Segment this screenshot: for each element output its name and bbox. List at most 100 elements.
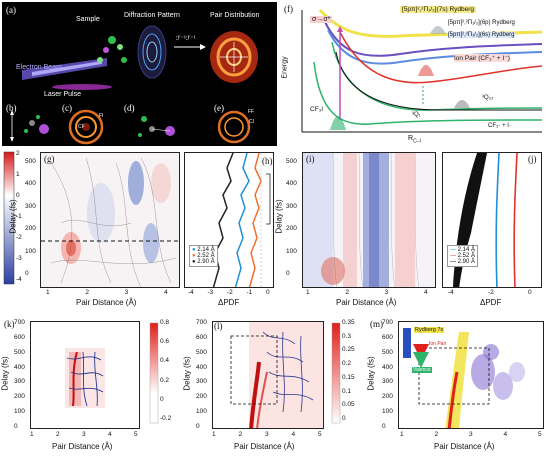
panel-k-y-tick: 400 bbox=[14, 363, 25, 371]
panel-i-y-tick: 0 bbox=[286, 270, 290, 277]
ion-pair-label: Ion Pair (CF₃⁺ + I⁻) bbox=[454, 54, 510, 62]
panel-k-colorbar-tick: 0.6 bbox=[160, 338, 170, 346]
panel-g-x-tick: 2 bbox=[85, 289, 89, 296]
panel-l-colorbar-tick: 0 bbox=[342, 415, 346, 422]
rydberg-6p-label: [5pπ]²,²Π₁/₂](6p) Rydberg bbox=[448, 20, 515, 26]
panel-l-y-tick: 400 bbox=[196, 363, 207, 371]
panel-l-x-tick: 4 bbox=[291, 431, 296, 438]
panel-a: (a) Sample Diffraction Pattern Pair Dist… bbox=[2, 2, 277, 101]
panel-k-ylabel: Delay (fs) bbox=[0, 356, 10, 391]
panel-k-plot bbox=[30, 321, 140, 429]
panel-j-xlabel: ΔPDF bbox=[480, 298, 502, 307]
panel-f: (f) Energy RC–I σ→σ* [5pπ]²,²Π₁/₂](7s) R… bbox=[280, 2, 548, 146]
panel-k-colorbar-tick: 0.2 bbox=[160, 376, 170, 384]
panel-k-colorbar-tick: 0.8 bbox=[160, 319, 170, 326]
panel-i-heatmap bbox=[302, 152, 436, 288]
panel-k-y-tick: 300 bbox=[14, 378, 25, 386]
panel-m-contours bbox=[399, 322, 543, 428]
panel-g-heatmap bbox=[40, 152, 180, 288]
panel-a-illustration bbox=[22, 25, 258, 90]
laser-pulse-label: Laser Pulse bbox=[44, 91, 81, 98]
panel-k-label: (k) bbox=[4, 319, 15, 329]
panel-h-x-tick: -3 bbox=[207, 289, 214, 296]
panel-k-contours bbox=[65, 348, 105, 408]
panel-g-y-tick: 0 bbox=[25, 270, 29, 277]
panel-l-y-tick: 500 bbox=[196, 348, 207, 356]
panel-l-colorbar-tick: 0.1 bbox=[342, 387, 352, 395]
panel-j-traces bbox=[453, 153, 518, 287]
panel-h-legend-item-3: ● 2.90 Å bbox=[192, 259, 215, 265]
panel-h-traces bbox=[212, 153, 262, 287]
panel-l-y-tick: 0 bbox=[196, 423, 200, 430]
panel-i-y-tick: 400 bbox=[286, 180, 297, 188]
diffraction-pattern-label: Diffraction Pattern bbox=[124, 12, 180, 19]
panel-l-x-tick: 1 bbox=[212, 431, 216, 438]
panel-l-plot bbox=[212, 321, 324, 429]
panel-k-x-tick: 2 bbox=[56, 431, 60, 438]
panel-a-label: (a) bbox=[6, 5, 16, 15]
panel-l-y-tick: 200 bbox=[196, 393, 207, 401]
panel-l-colorbar-tick: 0.3 bbox=[342, 332, 352, 340]
panel-l-x-tick: 2 bbox=[238, 431, 243, 438]
panel-h-x-tick: -2 bbox=[227, 289, 233, 296]
ring-label-ci: CI bbox=[249, 119, 254, 125]
panel-m-y-tick: 0 bbox=[382, 423, 386, 430]
panel-g-colorbar-tick: -3 bbox=[16, 255, 22, 262]
q02-state-label: ³Q₀₂ bbox=[482, 95, 494, 101]
panel-i-x-tick: 4 bbox=[424, 289, 428, 296]
panel-h-plot: ● 2.14 Å ● 2.52 Å ● 2.90 Å bbox=[184, 152, 274, 288]
panel-g-colorbar bbox=[3, 151, 15, 285]
ring-label-cf: CF bbox=[78, 124, 85, 130]
panel-i: 500 400 300 200 100 0 1 2 3 4 (i) Delay (fs) Pai… bbox=[275, 148, 440, 313]
panel-g-y-tick: 200 bbox=[25, 225, 36, 233]
panel-l-colorbar bbox=[331, 322, 341, 424]
rydberg-6s-label: [5pπ]²,²Π₁/₂](6s) Rydberg bbox=[448, 32, 515, 38]
panel-j-x-tick: -2 bbox=[488, 289, 494, 296]
panel-m: 700 600 500 400 300 200 100 0 1 2 3 4 5 (m) Delay (… bbox=[367, 315, 548, 459]
panel-k-y-tick: 700 bbox=[14, 319, 25, 326]
panel-c-label: (c) bbox=[62, 103, 72, 113]
panel-m-x-tick: 2 bbox=[434, 431, 439, 438]
panels-b-e-illustration bbox=[10, 109, 251, 145]
panel-h-xlabel: ΔPDF bbox=[218, 298, 240, 307]
rydberg-7s-label: [5pπ]²,²Π₁/₂](7s) Rydberg bbox=[400, 6, 477, 13]
panel-m-y-tick: 100 bbox=[382, 408, 393, 416]
panel-k-colorbar-tick: 0 bbox=[160, 395, 164, 403]
panel-g-ylabel: Delay (fs) bbox=[8, 199, 18, 234]
panel-g-y-tick: 500 bbox=[25, 158, 36, 165]
ring-label-fi: FI bbox=[99, 113, 104, 119]
panel-l-y-tick: 100 bbox=[196, 408, 207, 416]
panel-g-x-tick: 1 bbox=[46, 289, 50, 296]
panel-g: 2 1 0 -1 -2 -3 -4 500 400 300 200 100 0 1 2 3 4 (g) De… bbox=[0, 148, 185, 313]
panel-l-colorbar-tick: 0.35 bbox=[342, 319, 355, 326]
panel-j-legend-item-2: — 2.52 Å bbox=[450, 253, 476, 259]
rci-axis-label: RC–I bbox=[408, 135, 421, 145]
panel-k-colorbar-tick: 0.4 bbox=[160, 357, 170, 365]
panel-i-contours bbox=[303, 153, 435, 287]
panel-m-x-tick: 5 bbox=[538, 431, 542, 438]
panel-i-label: (i) bbox=[306, 154, 315, 164]
ring-label-ff: FF bbox=[248, 109, 255, 115]
panel-g-colorbar-tick: -1 bbox=[16, 213, 22, 220]
panel-b-e: (b) (c) (d) (e) CF FI FF CI bbox=[2, 101, 277, 146]
panel-k-y-tick: 600 bbox=[14, 333, 25, 341]
panel-g-x-tick: 3 bbox=[124, 289, 129, 296]
cf3i-label: CF₃I bbox=[310, 106, 324, 113]
panel-i-y-tick: 300 bbox=[286, 202, 297, 210]
sample-label: Sample bbox=[76, 16, 100, 23]
panel-l-ylabel: Delay (fs) bbox=[182, 356, 192, 391]
panel-h-legend-item-1: ● 2.14 Å bbox=[192, 247, 215, 253]
panel-k-x-tick: 5 bbox=[134, 431, 138, 438]
panel-h: ● 2.14 Å ● 2.52 Å ● 2.90 Å -4 -3 -2 -1 0 (h)… bbox=[182, 148, 278, 313]
panel-h-x-tick: 0 bbox=[266, 289, 270, 296]
panel-g-y-tick: 300 bbox=[25, 202, 36, 210]
panel-h-legend: ● 2.14 Å ● 2.52 Å ● 2.90 Å bbox=[189, 245, 218, 267]
panel-h-legend-item-2: ● 2.52 Å bbox=[192, 253, 215, 259]
panel-l-label: (l) bbox=[214, 321, 223, 331]
panel-k-y-tick: 200 bbox=[14, 393, 25, 401]
panel-m-y-tick: 700 bbox=[382, 319, 393, 326]
q1-state-label: ³Q₁ bbox=[412, 112, 421, 118]
panel-i-xlabel: Pair Distance (Å) bbox=[336, 298, 397, 307]
products-label: CF₃· + I· bbox=[488, 123, 511, 129]
panel-g-colorbar-tick: 0 bbox=[16, 192, 20, 199]
